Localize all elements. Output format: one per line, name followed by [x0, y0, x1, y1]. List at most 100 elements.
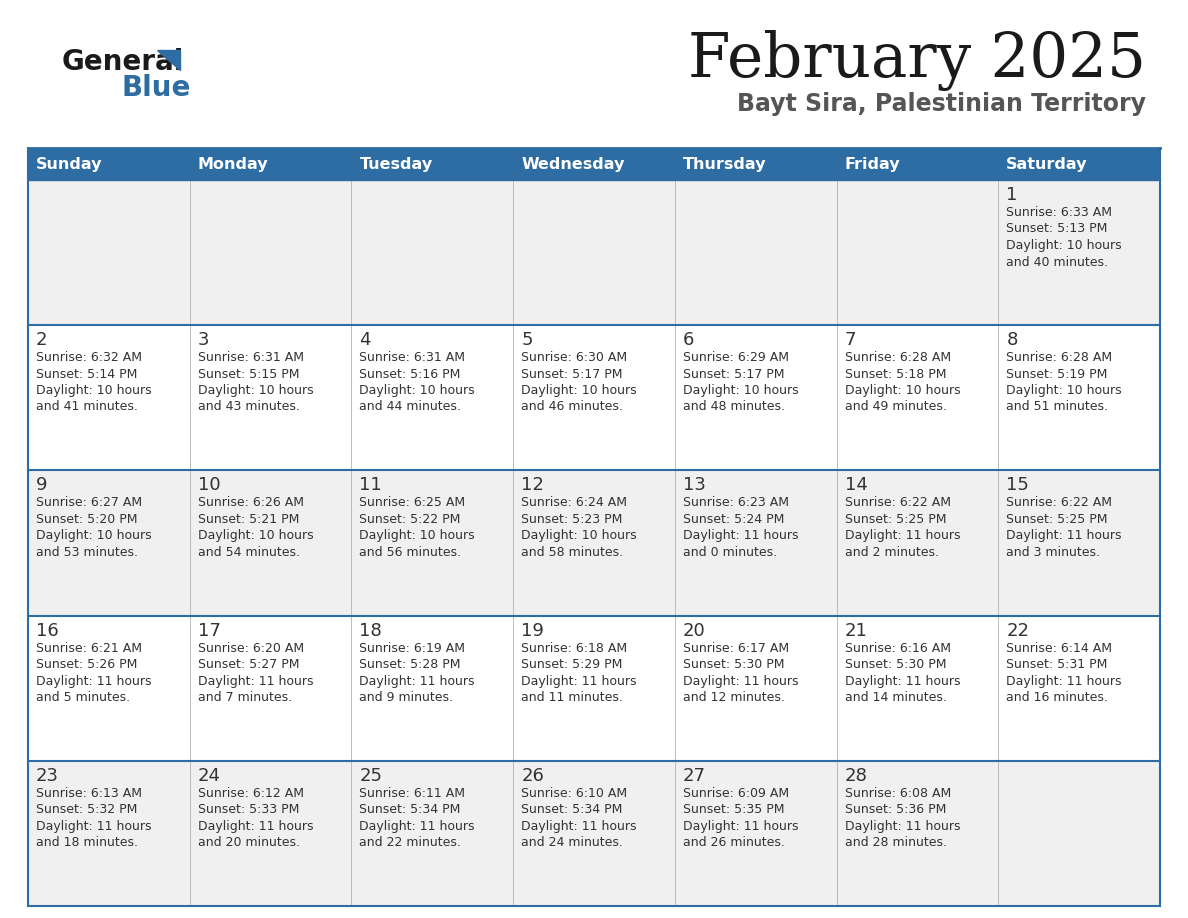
Text: Sunset: 5:13 PM: Sunset: 5:13 PM [1006, 222, 1107, 236]
Text: Sunrise: 6:09 AM: Sunrise: 6:09 AM [683, 787, 789, 800]
Text: Sunset: 5:20 PM: Sunset: 5:20 PM [36, 513, 138, 526]
Bar [352, 615, 513, 761]
Text: 17: 17 [197, 621, 221, 640]
Text: Daylight: 11 hours: Daylight: 11 hours [197, 675, 314, 688]
Bar [513, 470, 675, 615]
Text: Sunset: 5:25 PM: Sunset: 5:25 PM [1006, 513, 1107, 526]
Bar [836, 325, 998, 470]
Text: Sunset: 5:28 PM: Sunset: 5:28 PM [360, 658, 461, 671]
Bar [190, 180, 352, 325]
Text: Sunrise: 6:21 AM: Sunrise: 6:21 AM [36, 642, 143, 655]
Text: Sunset: 5:34 PM: Sunset: 5:34 PM [360, 803, 461, 816]
Text: and 18 minutes.: and 18 minutes. [36, 836, 138, 849]
Text: Bayt Sira, Palestinian Territory: Bayt Sira, Palestinian Territory [737, 92, 1146, 116]
Text: Sunset: 5:18 PM: Sunset: 5:18 PM [845, 367, 946, 380]
Text: Daylight: 11 hours: Daylight: 11 hours [522, 675, 637, 688]
Text: Sunrise: 6:16 AM: Sunrise: 6:16 AM [845, 642, 950, 655]
Text: Sunrise: 6:25 AM: Sunrise: 6:25 AM [360, 497, 466, 509]
Text: 11: 11 [360, 476, 383, 494]
Text: Daylight: 11 hours: Daylight: 11 hours [845, 530, 960, 543]
Text: Sunrise: 6:26 AM: Sunrise: 6:26 AM [197, 497, 304, 509]
Text: Sunset: 5:36 PM: Sunset: 5:36 PM [845, 803, 946, 816]
Bar [352, 180, 513, 325]
Text: and 22 minutes.: and 22 minutes. [360, 836, 461, 849]
Text: 23: 23 [36, 767, 59, 785]
Text: and 49 minutes.: and 49 minutes. [845, 400, 947, 413]
Text: and 0 minutes.: and 0 minutes. [683, 545, 777, 559]
Text: and 12 minutes.: and 12 minutes. [683, 691, 785, 704]
Text: Daylight: 11 hours: Daylight: 11 hours [683, 530, 798, 543]
Bar [513, 615, 675, 761]
Bar [998, 325, 1159, 470]
Text: Sunrise: 6:33 AM: Sunrise: 6:33 AM [1006, 206, 1112, 219]
Text: Sunset: 5:14 PM: Sunset: 5:14 PM [36, 367, 138, 380]
Text: Sunrise: 6:32 AM: Sunrise: 6:32 AM [36, 351, 143, 364]
Bar [29, 148, 1159, 180]
Bar [675, 615, 836, 761]
Text: Sunrise: 6:19 AM: Sunrise: 6:19 AM [360, 642, 466, 655]
Bar [29, 615, 190, 761]
Text: Sunset: 5:25 PM: Sunset: 5:25 PM [845, 513, 946, 526]
Bar [190, 470, 352, 615]
Text: 2: 2 [36, 331, 48, 349]
Text: 16: 16 [36, 621, 58, 640]
Text: 27: 27 [683, 767, 706, 785]
Text: 7: 7 [845, 331, 857, 349]
Text: Sunrise: 6:11 AM: Sunrise: 6:11 AM [360, 787, 466, 800]
Text: 15: 15 [1006, 476, 1029, 494]
Text: Saturday: Saturday [1006, 156, 1088, 172]
Bar [513, 180, 675, 325]
Text: Thursday: Thursday [683, 156, 766, 172]
Polygon shape [157, 50, 181, 70]
Text: and 26 minutes.: and 26 minutes. [683, 836, 785, 849]
Text: Daylight: 11 hours: Daylight: 11 hours [845, 675, 960, 688]
Text: Daylight: 11 hours: Daylight: 11 hours [36, 820, 152, 833]
Text: and 16 minutes.: and 16 minutes. [1006, 691, 1108, 704]
Text: Blue: Blue [122, 74, 191, 102]
Bar [29, 180, 190, 325]
Text: Sunrise: 6:17 AM: Sunrise: 6:17 AM [683, 642, 789, 655]
Text: Sunday: Sunday [36, 156, 102, 172]
Text: Sunrise: 6:13 AM: Sunrise: 6:13 AM [36, 787, 143, 800]
Bar [836, 761, 998, 906]
Text: Daylight: 11 hours: Daylight: 11 hours [522, 820, 637, 833]
Text: Daylight: 11 hours: Daylight: 11 hours [36, 675, 152, 688]
Text: Sunrise: 6:20 AM: Sunrise: 6:20 AM [197, 642, 304, 655]
Text: Daylight: 10 hours: Daylight: 10 hours [197, 384, 314, 397]
Text: Sunrise: 6:24 AM: Sunrise: 6:24 AM [522, 497, 627, 509]
Text: 19: 19 [522, 621, 544, 640]
Text: and 41 minutes.: and 41 minutes. [36, 400, 138, 413]
Text: and 11 minutes.: and 11 minutes. [522, 691, 623, 704]
Text: Sunrise: 6:12 AM: Sunrise: 6:12 AM [197, 787, 304, 800]
Text: and 48 minutes.: and 48 minutes. [683, 400, 785, 413]
Text: Daylight: 10 hours: Daylight: 10 hours [360, 530, 475, 543]
Text: 20: 20 [683, 621, 706, 640]
Text: Sunset: 5:22 PM: Sunset: 5:22 PM [360, 513, 461, 526]
Text: Sunset: 5:27 PM: Sunset: 5:27 PM [197, 658, 299, 671]
Text: Sunrise: 6:29 AM: Sunrise: 6:29 AM [683, 351, 789, 364]
Text: Daylight: 10 hours: Daylight: 10 hours [1006, 239, 1121, 252]
Text: Sunset: 5:26 PM: Sunset: 5:26 PM [36, 658, 138, 671]
Text: and 7 minutes.: and 7 minutes. [197, 691, 292, 704]
Text: Daylight: 11 hours: Daylight: 11 hours [683, 820, 798, 833]
Text: and 43 minutes.: and 43 minutes. [197, 400, 299, 413]
Bar [29, 761, 190, 906]
Text: 6: 6 [683, 331, 694, 349]
Bar [998, 761, 1159, 906]
Text: Sunrise: 6:30 AM: Sunrise: 6:30 AM [522, 351, 627, 364]
Bar [675, 325, 836, 470]
Bar [352, 325, 513, 470]
Bar [675, 180, 836, 325]
Text: Sunrise: 6:31 AM: Sunrise: 6:31 AM [197, 351, 304, 364]
Text: Sunset: 5:24 PM: Sunset: 5:24 PM [683, 513, 784, 526]
Text: Sunrise: 6:22 AM: Sunrise: 6:22 AM [845, 497, 950, 509]
Text: Daylight: 11 hours: Daylight: 11 hours [1006, 675, 1121, 688]
Text: and 3 minutes.: and 3 minutes. [1006, 545, 1100, 559]
Text: and 40 minutes.: and 40 minutes. [1006, 255, 1108, 268]
Text: Daylight: 11 hours: Daylight: 11 hours [360, 675, 475, 688]
Bar [190, 615, 352, 761]
Bar [352, 470, 513, 615]
Bar [29, 470, 190, 615]
Text: Sunset: 5:34 PM: Sunset: 5:34 PM [522, 803, 623, 816]
Text: 4: 4 [360, 331, 371, 349]
